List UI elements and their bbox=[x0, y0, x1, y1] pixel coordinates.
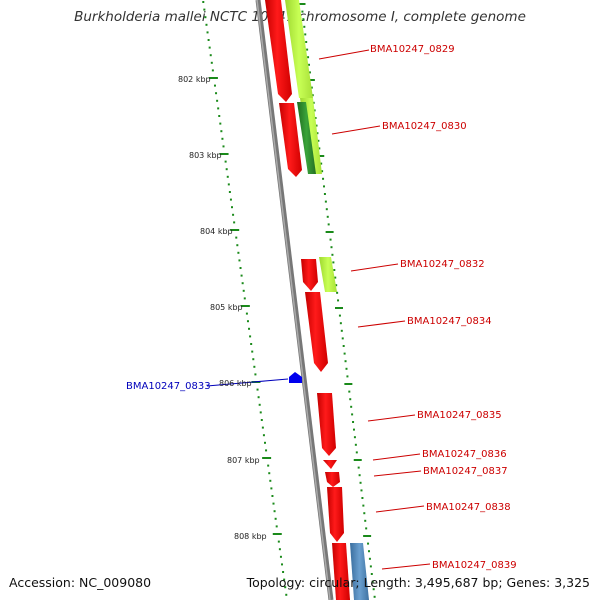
gene-label-0838[interactable]: BMA10247_0838 bbox=[426, 502, 511, 513]
kbp-label: 802 kbp bbox=[178, 75, 211, 84]
feature-bar-0839[interactable] bbox=[350, 543, 369, 600]
gene-arrow-0834[interactable] bbox=[305, 292, 328, 372]
kbp-label: 804 kbp bbox=[200, 227, 233, 236]
topology-summary: Topology: circular; Length: 3,495,687 bp… bbox=[246, 575, 590, 590]
cog-bar-0830-dark[interactable] bbox=[297, 102, 316, 174]
kbp-label: 808 kbp bbox=[234, 532, 267, 541]
gene-label-0837[interactable]: BMA10247_0837 bbox=[423, 466, 508, 477]
kbp-label: 806 kbp bbox=[219, 379, 252, 388]
gene-label-0829[interactable]: BMA10247_0829 bbox=[370, 44, 455, 55]
gene-arrow-0838[interactable] bbox=[327, 487, 344, 542]
gene-label-group: BMA10247_0829 BMA10247_0830 BMA10247_083… bbox=[126, 44, 517, 571]
gene-arrow-0830[interactable] bbox=[279, 103, 302, 177]
cog-bar-0832[interactable] bbox=[319, 257, 337, 292]
kbp-label-group: 802 kbp 803 kbp 804 kbp 805 kbp 806 kbp … bbox=[178, 75, 267, 541]
chromosome-backbone bbox=[255, 0, 334, 600]
gene-arrow-0829[interactable] bbox=[265, 0, 292, 102]
kbp-label: 807 kbp bbox=[227, 456, 260, 465]
outer-tick-track bbox=[297, 3, 376, 598]
gene-label-0834[interactable]: BMA10247_0834 bbox=[407, 316, 492, 327]
ruler-tick-track bbox=[202, 1, 288, 596]
gene-label-0836[interactable]: BMA10247_0836 bbox=[422, 449, 507, 460]
gene-label-0833[interactable]: BMA10247_0833 bbox=[126, 381, 211, 392]
gene-label-0830[interactable]: BMA10247_0830 bbox=[382, 121, 467, 132]
gene-arrow-0839[interactable] bbox=[332, 543, 350, 600]
gene-label-0839[interactable]: BMA10247_0839 bbox=[432, 560, 517, 571]
gene-arrow-0833[interactable] bbox=[289, 372, 302, 383]
cog-bar-0829[interactable] bbox=[285, 0, 313, 98]
kbp-label: 805 kbp bbox=[210, 303, 243, 312]
gene-track bbox=[265, 0, 369, 600]
gene-arrow-0837[interactable] bbox=[325, 472, 340, 487]
gene-label-0832[interactable]: BMA10247_0832 bbox=[400, 259, 485, 270]
kbp-label: 803 kbp bbox=[189, 151, 222, 160]
label-leaders bbox=[206, 49, 431, 570]
gene-arrow-0832[interactable] bbox=[301, 259, 318, 291]
gene-label-0835[interactable]: BMA10247_0835 bbox=[417, 410, 502, 421]
gene-arrow-0836[interactable] bbox=[323, 460, 337, 469]
gene-arrow-0835[interactable] bbox=[317, 393, 336, 456]
accession-label: Accession: NC_009080 bbox=[9, 575, 152, 590]
